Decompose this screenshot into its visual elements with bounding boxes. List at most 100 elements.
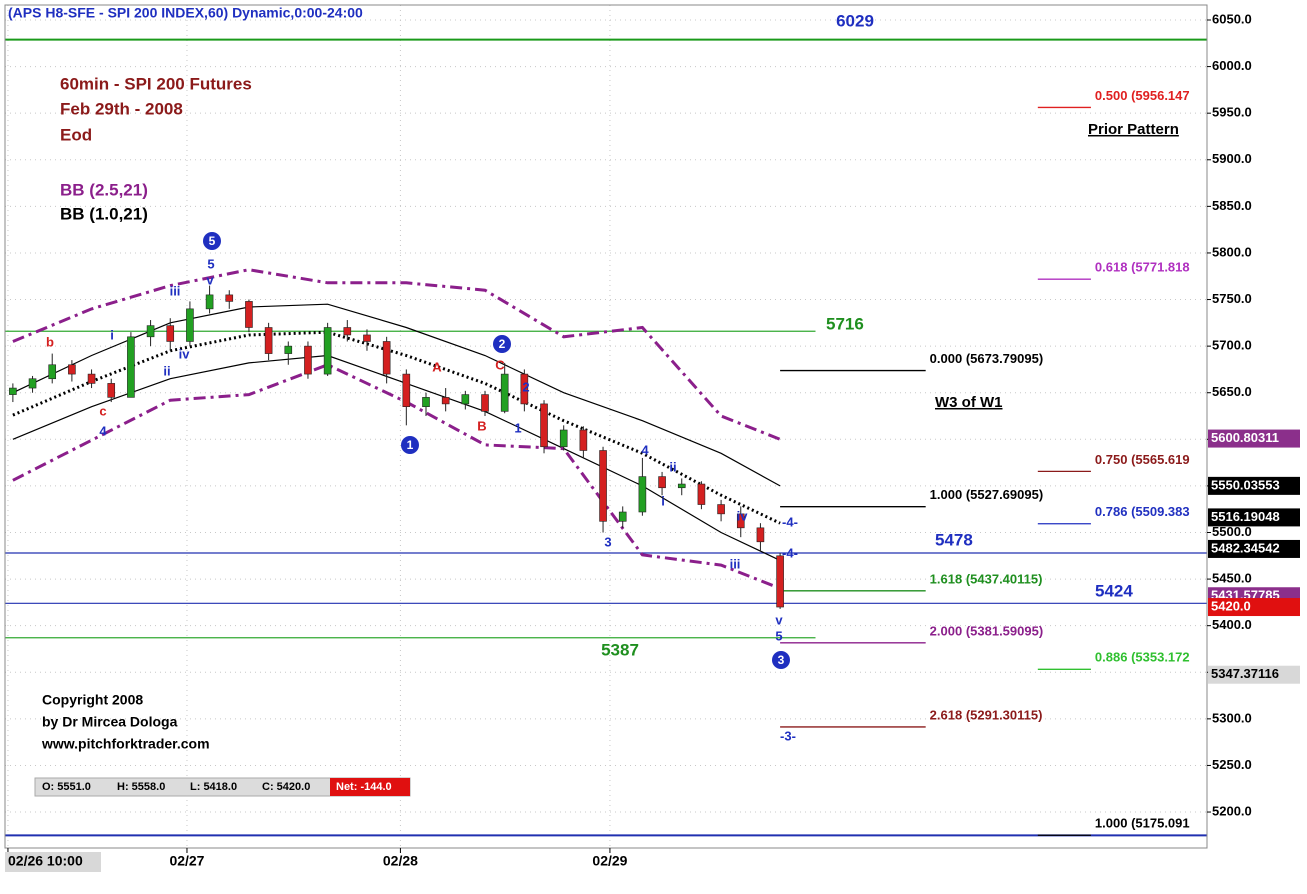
fib-label: 0.618 (5771.818 [1095, 260, 1190, 275]
candle-body [717, 504, 725, 515]
status-item: O: 5551.0 [42, 781, 91, 793]
wave-label: 4 [641, 442, 649, 457]
wave-label: ii [669, 459, 676, 474]
status-item: L: 5418.0 [190, 781, 237, 793]
price-marker-label: 5482.34542 [1211, 540, 1280, 555]
level-label: 5424 [1095, 581, 1133, 600]
candle-body [658, 476, 666, 489]
wave-label: C [495, 357, 505, 372]
axes: 6050.0 6000.0 5950.0 5900.0 5850.0 5800.0 5750… [5, 11, 1300, 872]
level-label: 5716 [826, 314, 864, 333]
price-marker-label: 5516.19048 [1211, 509, 1280, 524]
price-marker-label: 5600.80311 [1211, 430, 1279, 445]
note: 60min - SPI 200 Futures [60, 74, 252, 93]
wave-label: -3- [780, 728, 796, 743]
note: Feb 29th - 2008 [60, 99, 183, 118]
candle-body [638, 476, 647, 513]
candle-body [127, 336, 135, 398]
wave-label: iii [170, 283, 181, 298]
y-tick-label: 5400.0 [1212, 617, 1252, 632]
candle-body [736, 513, 745, 529]
x-tick-label: 02/27 [169, 853, 204, 869]
wave-label: 1 [514, 420, 521, 435]
status-item: H: 5558.0 [117, 781, 165, 793]
y-tick-label: 5800.0 [1212, 244, 1252, 259]
price-marker [1208, 598, 1300, 617]
wave-label: B [477, 418, 486, 433]
level-label: 5478 [935, 530, 973, 549]
candle-body [264, 327, 273, 354]
wave-label: v [206, 272, 214, 287]
copyright: by Dr Mircea Dologa [42, 714, 178, 730]
status-item: Net: -144.0 [336, 781, 392, 793]
candle-body [599, 450, 607, 522]
y-tick-label: 5450.0 [1212, 571, 1252, 586]
wave-label: -4- [782, 545, 798, 560]
candle-body [48, 364, 57, 380]
wave-circle-label: 3 [778, 653, 785, 667]
price-marker [1208, 476, 1300, 495]
wave-label: 2 [522, 379, 529, 394]
wave-label: -4- [782, 514, 798, 529]
candle-body [9, 387, 17, 395]
candle-body [481, 394, 489, 412]
candle-body [87, 373, 96, 384]
wave-label: i [661, 493, 665, 508]
fib-label: 2.618 (5291.30115) [930, 707, 1043, 722]
wave-label: 3 [604, 534, 611, 549]
wave-label: 5 [775, 628, 782, 643]
copyright: Copyright 2008 [42, 692, 143, 708]
candle-body [579, 429, 588, 451]
candle-body [697, 483, 706, 505]
status-net-bg [330, 778, 410, 796]
wave-label: i [110, 327, 114, 342]
wave-label: v [775, 612, 783, 627]
wave-circle [772, 651, 790, 669]
wave-label: c [99, 403, 106, 418]
candle-body [363, 334, 371, 342]
candle-body [776, 555, 784, 608]
legend-entry: BB (2.5,21) [60, 180, 148, 199]
candle-body [28, 378, 37, 389]
wave-label: A [432, 359, 442, 374]
candle-body [520, 373, 529, 405]
candle-body [402, 373, 411, 407]
candle-body [205, 294, 214, 310]
candle-body [107, 383, 116, 398]
chart-title: (APS H8-SFE - SPI 200 INDEX,60) Dynamic,… [8, 5, 363, 21]
price-marker-label: 5347.37116 [1211, 666, 1279, 681]
y-tick-label: 5250.0 [1212, 757, 1252, 772]
candle-body [225, 294, 234, 302]
x-tick-label-bg [5, 852, 101, 872]
level-label: 6029 [836, 11, 874, 30]
y-tick-label: 5300.0 [1212, 710, 1252, 725]
bollinger-band [12, 268, 781, 441]
candle-body [756, 527, 765, 543]
x-tick-label: 02/28 [383, 853, 418, 869]
y-tick-label: 6050.0 [1212, 11, 1252, 26]
plot-area: 0.000 (5673.79095) 1.000 (5527.69095) 1.61… [5, 5, 1207, 848]
candle-body [166, 325, 175, 342]
status-bar: O: 5551.0 H: 5558.0 L: 5418.0 C: 5420.0 … [34, 777, 411, 797]
x-tick-label: 02/29 [592, 853, 627, 869]
wave-label: ii [163, 363, 170, 378]
wave-label: iv [737, 508, 749, 523]
wave-circle-label: 1 [407, 438, 414, 452]
price-marker [1208, 539, 1300, 558]
candle-body [677, 483, 686, 489]
y-tick-label: 6000.0 [1212, 58, 1252, 73]
candle-body [68, 364, 76, 375]
candle-body [186, 308, 194, 342]
fib-label: 1.000 (5527.69095) [930, 487, 1043, 502]
candle-body [500, 373, 509, 412]
wave-labels: b c A B C 4 i ii iii iv v 5 2 1 3 4 i ii… [46, 256, 798, 743]
wave-label: iv [179, 346, 191, 361]
candle-body [441, 397, 450, 405]
x-tick-label: 02/26 10:00 [8, 853, 83, 869]
wave-label: 5 [207, 256, 214, 271]
plot-frame [4, 4, 1208, 849]
candle-body [146, 325, 155, 338]
annotation: Prior Pattern [1088, 121, 1179, 138]
wave-circle [203, 232, 221, 250]
